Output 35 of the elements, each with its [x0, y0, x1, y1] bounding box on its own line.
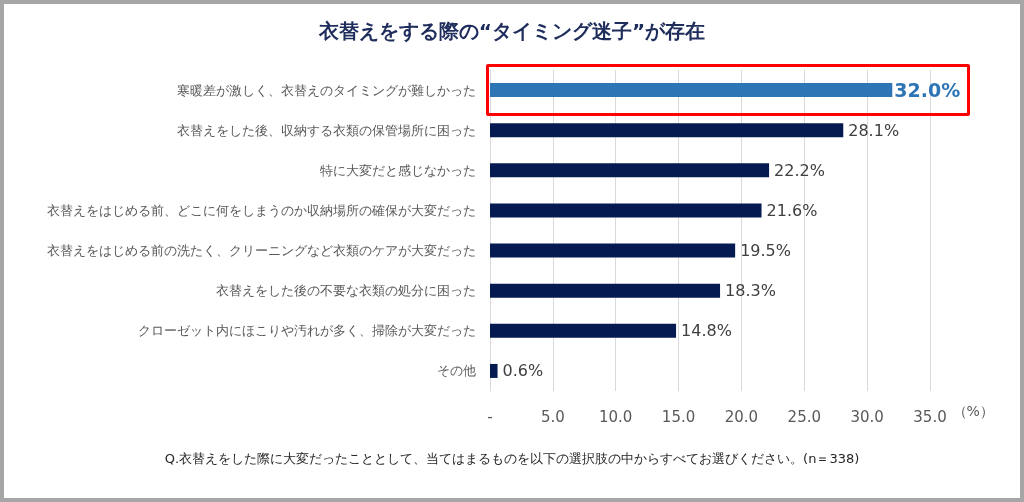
y-tick-label: 衣替えをはじめる前、どこに何をしまうのか収納場所の確保が大変だった — [47, 202, 476, 218]
x-tick-label: 35.0 — [913, 407, 947, 426]
data-label: 18.3% — [725, 281, 776, 301]
bar — [490, 123, 844, 138]
x-tick-label: 10.0 — [599, 407, 633, 426]
bar — [490, 243, 736, 258]
data-label: 21.6% — [766, 200, 818, 220]
x-tick-label: 5.0 — [540, 407, 565, 426]
data-label: 19.5% — [740, 241, 791, 261]
bar — [490, 323, 677, 338]
x-tick-label: 15.0 — [661, 407, 696, 426]
y-tick-label: 衣替えをした後の不要な衣類の処分に困った — [216, 283, 476, 299]
bar — [490, 163, 770, 178]
x-tick-label: 20.0 — [724, 407, 759, 426]
y-tick-label: その他 — [437, 363, 476, 379]
y-tick-label: 衣替えをした後、収納する衣類の保管場所に困った — [177, 122, 476, 138]
x-tick-label: 25.0 — [787, 407, 821, 426]
y-tick-label: 寒暖差が激しく、衣替えのタイミングが難しかった — [177, 82, 476, 98]
x-tick-label: 30.0 — [850, 407, 884, 426]
data-label: 28.1% — [848, 120, 900, 140]
data-label: 32.0% — [894, 79, 961, 102]
bar — [490, 83, 893, 98]
bar — [490, 363, 498, 378]
y-tick-label: クローゼット内にほこりや汚れが多く、掃除が大変だった — [138, 323, 476, 339]
bar — [490, 283, 721, 298]
data-label: 0.6% — [502, 361, 544, 381]
x-axis-title: （%） — [952, 403, 994, 419]
bar — [490, 203, 762, 218]
y-tick-label: 特に大変だと感じなかった — [320, 162, 476, 178]
data-label: 22.2% — [774, 160, 825, 180]
chart-title: 衣替えをする際の“タイミング迷子”が存在 — [317, 19, 706, 43]
data-label: 14.8% — [681, 321, 732, 341]
y-tick-label: 衣替えをはじめる前の洗たく、クリーニングなど衣類のケアが大変だった — [47, 243, 476, 259]
text: Q.衣替えをした際に大変だったこととして、当てはまるものを以下の選択肢の中からすべてお選びください。(n＝338) — [164, 451, 860, 466]
x-tick-label: - — [487, 407, 493, 426]
